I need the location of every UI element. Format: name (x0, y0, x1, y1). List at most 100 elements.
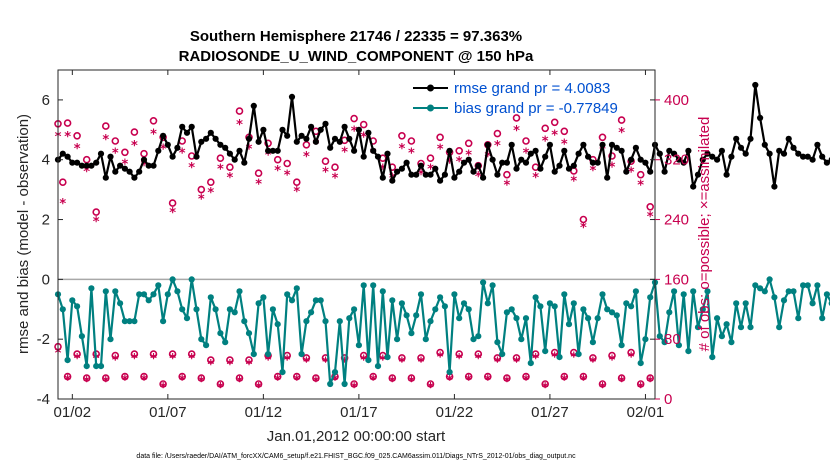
rmse-obs-assimilated-marker: * (102, 133, 109, 148)
rmse-point (780, 150, 788, 157)
bias-point (623, 300, 630, 307)
rmse-point (303, 135, 310, 142)
rmse-point (628, 156, 635, 163)
rmse-point (527, 150, 534, 157)
rmse-point (465, 156, 472, 163)
rmse-obs-possible-marker (254, 169, 263, 177)
bias-point (542, 348, 549, 355)
rmse-point (513, 165, 520, 172)
bias-obs-assimilated-marker: * (484, 374, 491, 389)
rmse-obs-possible-marker (436, 133, 444, 142)
bias-obs-assimilated-marker: * (341, 356, 348, 371)
bias-point (771, 294, 778, 301)
bias-point (413, 312, 420, 319)
rmse-obs-possible-marker (350, 114, 358, 123)
rmse-point (212, 135, 219, 142)
bias-point (561, 291, 568, 298)
rmse-point (785, 135, 792, 142)
bias-point (250, 351, 257, 358)
rmse-point (618, 147, 625, 154)
rmse-point (136, 168, 143, 175)
rmse-obs-possible-marker (398, 132, 406, 140)
bias-point (284, 291, 291, 298)
rmse-obs-assimilated-marker: * (160, 143, 167, 158)
rmse-point (776, 147, 783, 154)
rmse-point (255, 138, 262, 145)
bias-point (785, 288, 792, 295)
x-tick-label: 01/02 (54, 404, 92, 421)
rmse-point (126, 168, 133, 175)
rmse-point (675, 156, 683, 163)
bias-obs-possible-marker (102, 374, 110, 382)
bias-point (804, 282, 811, 289)
bias-obs-assimilated-marker: * (131, 352, 138, 367)
bias-obs-assimilated-marker: * (599, 381, 606, 396)
y-right-tick-label: 160 (664, 271, 689, 288)
rmse-point (351, 147, 358, 154)
bias-obs-assimilated-marker: * (360, 353, 367, 368)
bias-point (331, 369, 339, 376)
bias-point (532, 294, 539, 301)
bias-point (212, 306, 219, 313)
rmse-obs-assimilated-marker: * (83, 165, 90, 180)
bias-point (661, 339, 668, 346)
bias-obs-assimilated-marker: * (246, 358, 253, 373)
rmse-point (819, 153, 826, 160)
bias-point (312, 297, 319, 304)
bias-point (279, 369, 286, 376)
bias-point (126, 318, 133, 325)
rmse-obs-possible-marker (92, 208, 100, 216)
bias-point (589, 339, 597, 346)
rmse-point (685, 147, 692, 154)
bias-point (437, 294, 444, 301)
rmse-point (484, 141, 491, 148)
rmse-obs-assimilated-marker: * (226, 171, 233, 186)
bias-point (236, 288, 243, 295)
bias-point (776, 324, 783, 331)
bias-point (680, 291, 687, 298)
rmse-point (308, 123, 315, 130)
bias-point (303, 318, 310, 325)
x-axis-ticks: 01/02 01/07 01/12 01/17 01/22 01/27 02/01 (54, 70, 664, 421)
rmse-obs-possible-marker (321, 157, 330, 165)
rmse-point (565, 165, 573, 172)
bias-obs-assimilated-marker: * (465, 374, 472, 389)
bias-point (499, 351, 506, 358)
bias-obs-assimilated-marker: * (141, 374, 148, 389)
rmse-point (551, 168, 558, 175)
bias-point (226, 306, 233, 313)
bias-point (260, 294, 267, 301)
rmse-obs-assimilated-marker: * (141, 159, 148, 174)
rmse-obs-possible-marker (63, 119, 72, 127)
rmse-point (317, 126, 324, 133)
bias-obs-assimilated-marker: * (217, 381, 224, 396)
rmse-point (217, 141, 224, 148)
bias-obs-assimilated-marker: * (551, 350, 558, 365)
bias-obs-possible-marker (636, 380, 645, 388)
bias-point (460, 300, 468, 307)
bias-obs-assimilated-marker: * (609, 353, 616, 368)
y-tick-label: 4 (42, 152, 50, 169)
rmse-point (93, 159, 100, 166)
bias-obs-possible-marker (398, 354, 406, 362)
bias-obs-possible-marker (159, 380, 167, 388)
rmse-point (494, 171, 501, 178)
rmse-obs-possible-marker (58, 178, 67, 186)
rmse-point (245, 135, 253, 142)
rmse-point (131, 174, 138, 181)
bias-point (546, 300, 554, 307)
rmse-point (336, 138, 343, 145)
rmse-obs-possible-marker (226, 163, 234, 171)
bias-point (704, 288, 711, 295)
bias-point (503, 309, 510, 316)
bias-point (374, 363, 382, 370)
bias-point (336, 318, 343, 325)
bias-point (551, 303, 558, 310)
legend-bias-marker (427, 104, 434, 112)
y-tick-label: -2 (37, 331, 50, 348)
y-right-tick-label: 240 (664, 212, 689, 229)
rmse-obs-assimilated-marker: * (523, 146, 530, 161)
bias-point (494, 339, 501, 346)
rmse-point (179, 123, 186, 130)
